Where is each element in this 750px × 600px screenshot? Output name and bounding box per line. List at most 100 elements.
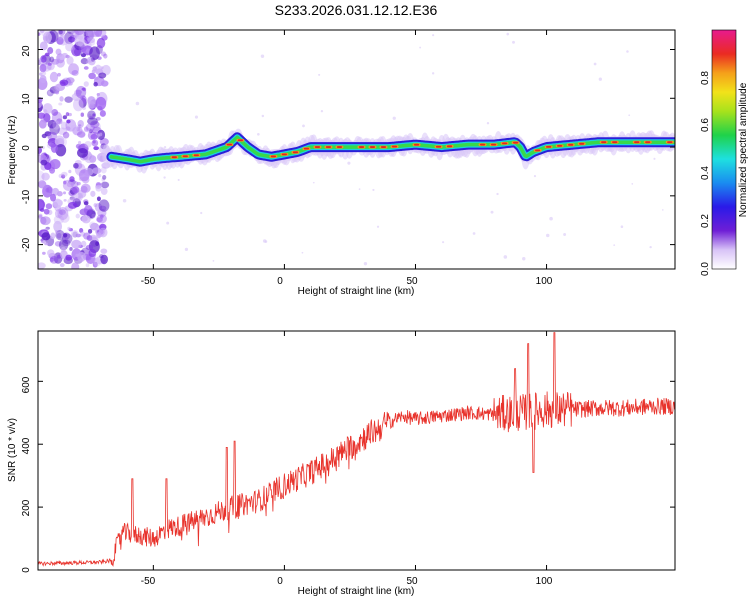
noise-speckle	[98, 173, 102, 178]
ridge-hot-spot	[413, 143, 420, 146]
noise-speckle	[103, 53, 108, 59]
top-x-axis-label: Height of straight line (km)	[298, 286, 415, 297]
noise-speckle	[44, 52, 50, 57]
noise-speckle	[38, 213, 43, 219]
noise-speckle	[212, 259, 215, 262]
noise-speckle	[52, 120, 60, 130]
colorbar	[711, 29, 737, 270]
noise-speckle	[78, 169, 90, 182]
noise-speckle	[38, 146, 43, 154]
noise-speckle	[86, 128, 93, 133]
colorbar-tick-label: 0.2	[700, 214, 711, 228]
noise-speckle	[63, 191, 67, 195]
ridge-hot-spot	[579, 142, 585, 145]
noise-speckle	[59, 262, 65, 268]
noise-speckle	[200, 211, 203, 215]
noise-speckle	[49, 71, 59, 83]
colorbar-tick-label: 0.8	[700, 71, 711, 85]
noise-speckle	[93, 258, 101, 267]
top-ytick-label: -10	[21, 189, 32, 204]
noise-speckle	[56, 58, 65, 68]
noise-speckle	[68, 63, 79, 75]
noise-speckle	[72, 192, 84, 202]
noise-speckle	[73, 162, 79, 169]
noise-speckle	[38, 180, 47, 189]
noise-speckle	[74, 35, 85, 47]
noise-speckle	[94, 76, 99, 81]
noise-speckle	[95, 241, 100, 247]
ridge-hot-spot	[270, 155, 277, 158]
noise-speckle	[661, 209, 664, 211]
top-plot-frame	[37, 29, 676, 270]
ridge-hot-spot	[325, 146, 332, 148]
noise-speckle	[57, 72, 61, 77]
noise-speckle	[598, 77, 602, 81]
noise-speckle	[49, 167, 56, 174]
noise-speckle	[261, 114, 265, 118]
noise-speckle	[432, 34, 435, 37]
noise-speckle	[312, 181, 315, 184]
noise-speckle	[522, 257, 526, 261]
noise-speckle	[75, 213, 80, 219]
noise-speckle	[76, 131, 86, 138]
noise-speckle	[100, 166, 107, 174]
noise-speckle	[194, 115, 198, 119]
top-ytick-label: 20	[21, 45, 32, 57]
noise-speckle	[96, 217, 103, 223]
noise-speckle	[45, 203, 53, 210]
noise-speckle	[43, 113, 51, 123]
noise-speckle	[320, 109, 324, 113]
ridge-hot-spot	[391, 145, 398, 148]
noise-speckle	[94, 30, 103, 37]
noise-speckle	[100, 181, 110, 189]
noise-speckle	[58, 239, 69, 251]
noise-speckle	[83, 201, 89, 206]
noise-speckle	[66, 56, 74, 65]
noise-speckle	[67, 81, 73, 86]
ridge-hot-spot	[612, 141, 618, 144]
noise-speckle	[74, 30, 85, 35]
noise-speckle	[65, 112, 70, 117]
ridge-hot-spot	[358, 146, 365, 148]
noise-speckle	[166, 221, 170, 225]
noise-speckle	[90, 133, 98, 140]
noise-speckle	[431, 72, 435, 75]
noise-speckle	[42, 31, 52, 44]
noise-speckle	[442, 241, 445, 244]
noise-speckle	[122, 198, 127, 203]
noise-speckle	[89, 221, 96, 230]
noise-speckle	[257, 132, 260, 136]
noise-speckle	[39, 72, 43, 76]
noise-speckle	[72, 231, 78, 238]
noise-speckle	[38, 200, 44, 210]
noise-speckle	[260, 54, 265, 58]
noise-speckle	[92, 113, 96, 117]
noise-speckle	[177, 178, 180, 182]
noise-speckle	[549, 216, 553, 221]
noise-speckle	[358, 188, 361, 191]
noise-speckle	[47, 249, 55, 257]
noise-speckle	[49, 123, 60, 135]
noise-speckle	[83, 232, 91, 240]
noise-speckle	[512, 40, 515, 44]
colorbar-tick-label: 0.0	[700, 262, 711, 276]
noise-speckle	[49, 257, 55, 262]
noise-speckle	[43, 109, 48, 115]
noise-speckle	[76, 127, 81, 132]
noise-speckle	[71, 239, 82, 249]
noise-speckle	[58, 30, 63, 35]
noise-speckle	[58, 102, 63, 106]
noise-speckle	[91, 57, 95, 62]
noise-speckle	[80, 185, 88, 193]
noise-speckle	[626, 50, 629, 53]
noise-speckle	[38, 58, 42, 66]
colorbar-tick-label: 0.6	[700, 118, 711, 132]
ridge-hot-spot	[557, 144, 563, 147]
noise-speckle	[419, 46, 422, 49]
ridge-hot-spot	[303, 147, 310, 150]
noise-speckle	[40, 55, 47, 63]
ridge-hot-spot	[479, 143, 486, 146]
noise-speckle	[54, 135, 65, 146]
noise-speckle	[63, 198, 67, 202]
